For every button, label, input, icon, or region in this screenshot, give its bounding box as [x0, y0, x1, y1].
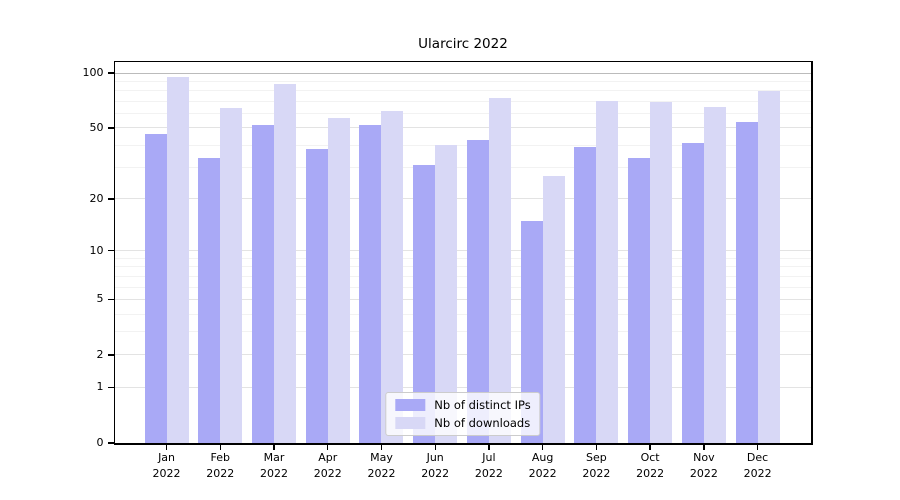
minor-gridline	[115, 167, 811, 169]
bar-downloads-sep	[596, 101, 619, 443]
x-tick-label: Mar 2022	[260, 451, 288, 480]
bar-distinct-ips-jul	[466, 139, 489, 443]
x-tick-mark	[380, 444, 383, 450]
y-tick-label: 50	[89, 120, 104, 134]
bar-downloads-jan	[166, 77, 189, 443]
minor-gridline	[115, 286, 811, 288]
y-tick-label: 1	[96, 380, 104, 394]
bar-downloads-jun	[435, 145, 458, 443]
bar-distinct-ips-apr	[305, 149, 328, 443]
minor-gridline	[115, 80, 811, 82]
minor-gridline	[115, 275, 811, 277]
x-tick-label: Nov 2022	[689, 451, 718, 480]
legend-item-downloads: Nb of downloads	[395, 416, 530, 430]
x-tick-mark	[595, 444, 598, 450]
x-tick-label: May 2022	[367, 451, 396, 480]
minor-gridline	[115, 331, 811, 333]
y-tick-mark	[107, 386, 114, 389]
major-gridline	[115, 386, 811, 388]
bar-downloads-dec	[757, 90, 780, 443]
bar-distinct-ips-jun	[413, 165, 436, 443]
bar-downloads-jul	[488, 98, 511, 443]
minor-gridline	[115, 100, 811, 102]
legend-label-downloads: Nb of downloads	[434, 416, 531, 430]
y-tick-mark	[107, 127, 114, 129]
y-tick-mark	[107, 442, 114, 444]
x-tick-label: Oct 2022	[636, 451, 665, 480]
major-gridline	[115, 127, 811, 129]
bar-distinct-ips-mar	[252, 124, 274, 443]
bar-downloads-apr	[327, 117, 350, 443]
x-tick-mark	[541, 444, 544, 450]
bar-downloads-feb	[220, 108, 243, 443]
x-tick-label: Jan 2022	[152, 451, 181, 480]
bar-downloads-mar	[274, 84, 296, 443]
legend-swatch-downloads	[395, 417, 426, 429]
bar-distinct-ips-aug	[520, 220, 543, 443]
spine-bottom	[113, 443, 813, 445]
x-tick-label: Feb 2022	[206, 451, 235, 480]
y-tick-label: 100	[82, 66, 104, 80]
x-tick-mark	[327, 444, 329, 450]
major-gridline	[115, 72, 811, 74]
bar-distinct-ips-dec	[735, 121, 758, 443]
x-tick-mark	[219, 444, 221, 450]
x-tick-label: Jul 2022	[474, 451, 503, 480]
x-tick-label: Dec 2022	[743, 451, 772, 480]
spine-right	[811, 62, 813, 445]
x-tick-mark	[649, 444, 651, 450]
major-gridline	[115, 198, 811, 200]
x-tick-mark	[756, 444, 759, 450]
minor-gridline	[115, 313, 811, 315]
y-tick-label: 20	[89, 191, 104, 205]
major-gridline	[115, 298, 811, 300]
spine-top	[113, 60, 813, 62]
minor-gridline	[115, 144, 811, 146]
major-gridline	[115, 354, 811, 356]
bar-distinct-ips-may	[359, 124, 382, 443]
chart-title: Ularcirc 2022	[418, 36, 508, 52]
minor-gridline	[115, 257, 811, 259]
minor-gridline	[115, 113, 811, 114]
bar-distinct-ips-nov	[681, 143, 704, 443]
x-tick-label: Sep 2022	[582, 451, 611, 480]
bar-distinct-ips-feb	[198, 158, 221, 443]
legend-swatch-distinct-ips	[395, 399, 426, 411]
y-tick-mark	[107, 72, 114, 74]
y-tick-label: 10	[89, 243, 104, 257]
y-tick-mark	[107, 354, 114, 356]
bar-distinct-ips-oct	[628, 158, 651, 443]
x-tick-label: Jun 2022	[421, 451, 450, 480]
legend: Nb of distinct IPs Nb of downloads	[385, 392, 541, 436]
minor-gridline	[115, 266, 811, 268]
bar-distinct-ips-sep	[574, 147, 597, 443]
x-tick-mark	[273, 444, 275, 450]
x-tick-mark	[165, 444, 168, 450]
y-tick-label: 0	[96, 436, 104, 449]
spine-left	[113, 62, 115, 445]
y-tick-mark	[107, 250, 114, 252]
major-gridline	[115, 250, 811, 252]
x-tick-label: Aug 2022	[528, 451, 557, 480]
x-tick-mark	[434, 444, 436, 450]
x-tick-label: Apr 2022	[313, 451, 342, 480]
bar-downloads-aug	[542, 175, 565, 443]
bar-downloads-may	[381, 110, 404, 443]
legend-item-distinct-ips: Nb of distinct IPs	[395, 398, 531, 412]
bar-downloads-nov	[703, 107, 726, 443]
x-tick-mark	[488, 444, 490, 450]
x-tick-mark	[703, 444, 705, 450]
y-tick-label: 5	[96, 292, 104, 306]
minor-gridline	[115, 90, 811, 92]
y-tick-mark	[107, 298, 114, 301]
y-tick-mark	[107, 198, 114, 200]
bar-downloads-oct	[650, 102, 673, 443]
y-tick-label: 2	[96, 347, 104, 361]
legend-label-distinct-ips: Nb of distinct IPs	[434, 398, 531, 412]
bar-distinct-ips-jan	[144, 134, 167, 443]
